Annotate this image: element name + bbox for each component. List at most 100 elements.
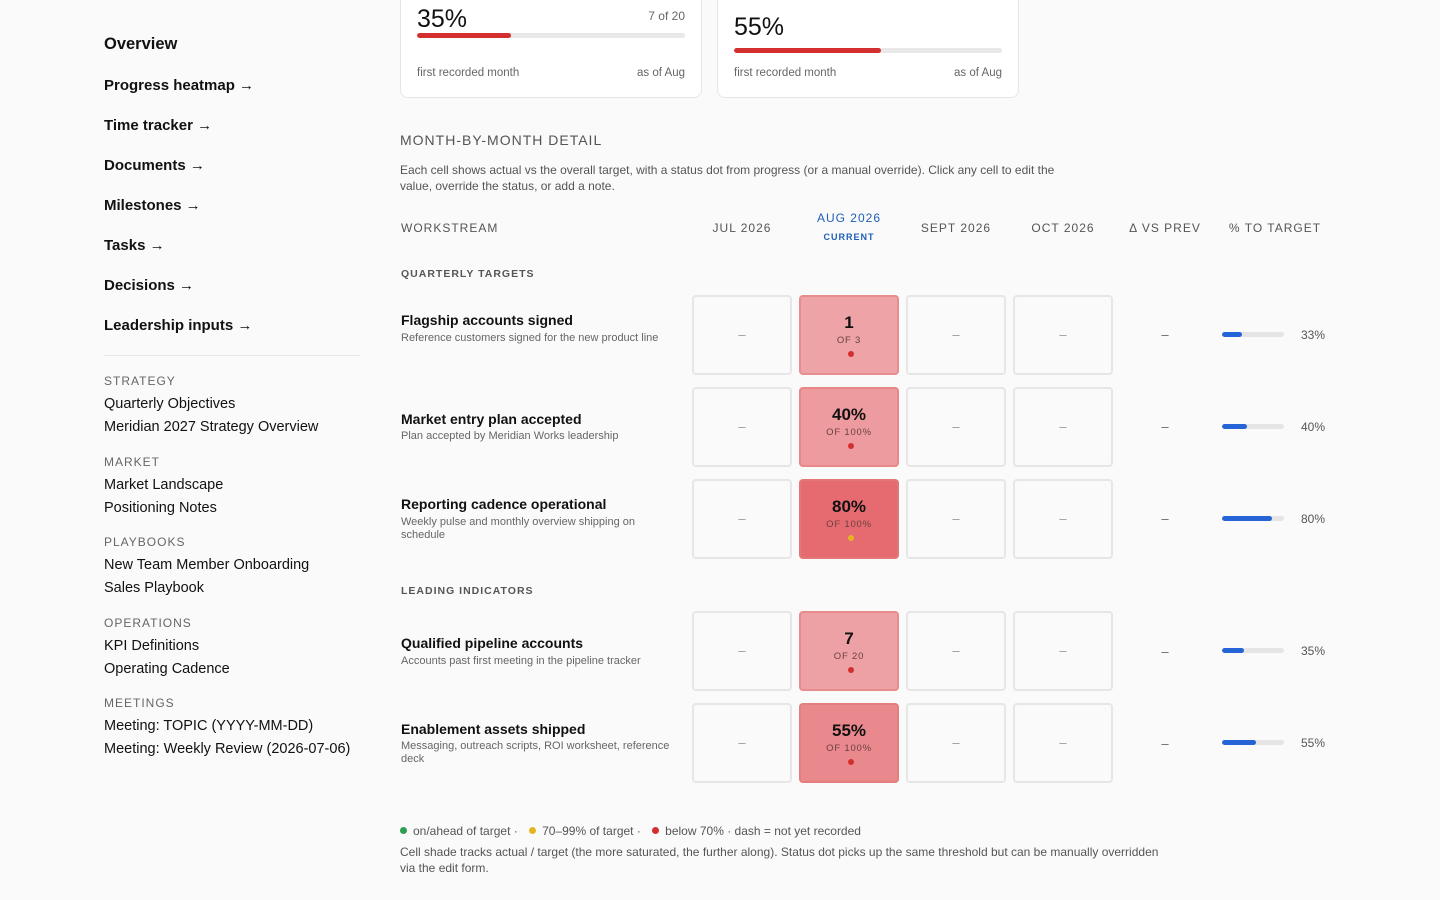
stat-value: 55% <box>734 13 785 41</box>
sidebar-item-operating-cadence[interactable]: Operating Cadence <box>104 661 230 677</box>
cell-oct[interactable]: – <box>1013 479 1113 559</box>
row-title: Reporting cadence operational <box>401 496 607 512</box>
cell-value: 80% <box>831 497 867 516</box>
sidebar-item-market-landscape[interactable]: Market Landscape <box>104 477 224 493</box>
progress-fill <box>1222 516 1272 521</box>
cell-aug[interactable]: 55% OF 100% <box>799 703 899 783</box>
cell-oct[interactable]: – <box>1013 295 1113 375</box>
cell-sept[interactable]: – <box>906 479 1006 559</box>
group-header-leading-indicators: LEADING INDICATORS <box>401 585 534 597</box>
legend-on-target: on/ahead of target · <box>413 824 518 838</box>
nav-time-tracker[interactable]: Time tracker → <box>104 117 213 134</box>
cell-value: 55% <box>831 721 867 740</box>
stat-foot-right: as of Aug <box>637 67 685 79</box>
status-dot <box>848 535 854 541</box>
progress-track <box>1222 332 1284 337</box>
sidebar-item-strategy-overview[interactable]: Meridian 2027 Strategy Overview <box>104 419 319 435</box>
pct-to-target: 80% <box>1301 512 1326 526</box>
cell-target: OF 20 <box>833 651 865 662</box>
row-title: Flagship accounts signed <box>401 312 573 328</box>
stat-progress-bar <box>417 33 685 38</box>
nav-tasks[interactable]: Tasks → <box>104 237 165 254</box>
status-dot <box>848 667 854 673</box>
cell-aug[interactable]: 40% OF 100% <box>799 387 899 467</box>
nav-overview[interactable]: Overview <box>104 35 178 53</box>
cell-target: OF 100% <box>826 743 872 754</box>
cell-jul[interactable]: – <box>692 295 792 375</box>
nav-milestones[interactable]: Milestones → <box>104 197 201 214</box>
col-header-pct: % TO TARGET <box>1228 221 1322 235</box>
progress-track <box>1222 424 1284 429</box>
empty-dash: – <box>738 327 746 342</box>
empty-dash: – <box>738 511 746 526</box>
empty-dash: – <box>952 735 960 750</box>
cell-value: 7 <box>844 629 854 648</box>
cell-aug[interactable]: 1 OF 3 <box>799 295 899 375</box>
empty-dash: – <box>952 327 960 342</box>
progress-track <box>1222 740 1284 745</box>
section-description: Each cell shows actual vs the overall ta… <box>400 163 1055 193</box>
empty-dash: – <box>1059 643 1067 658</box>
empty-dash: – <box>738 735 746 750</box>
progress-fill <box>1222 424 1247 429</box>
row-subtitle: Weekly pulse and monthly overview shippi… <box>401 516 635 541</box>
cell-jul[interactable]: – <box>692 387 792 467</box>
nav-progress-heatmap[interactable]: Progress heatmap → <box>104 77 255 94</box>
progress-track <box>1222 648 1284 653</box>
sidebar-item-quarterly-objectives[interactable]: Quarterly Objectives <box>104 396 236 412</box>
nav-decisions[interactable]: Decisions → <box>104 277 195 294</box>
row-title: Enablement assets shipped <box>401 721 586 737</box>
cell-jul[interactable]: – <box>692 611 792 691</box>
nav-leadership-inputs[interactable]: Leadership inputs → <box>104 317 253 334</box>
col-header-delta: Δ VS PREV <box>1129 221 1201 235</box>
sidebar-item-positioning-notes[interactable]: Positioning Notes <box>104 500 217 516</box>
cell-jul[interactable]: – <box>692 479 792 559</box>
delta-value: – <box>1161 644 1169 659</box>
progress-track <box>1222 516 1284 521</box>
nav-documents[interactable]: Documents → <box>104 157 205 174</box>
cell-jul[interactable]: – <box>692 703 792 783</box>
stat-card: 55% first recorded month as of Aug <box>717 0 1019 98</box>
cell-aug[interactable]: 80% OF 100% <box>799 479 899 559</box>
sidebar-group-strategy: STRATEGY <box>104 374 176 388</box>
status-dot <box>848 759 854 765</box>
sidebar-item-meeting-weekly-review[interactable]: Meeting: Weekly Review (2026-07-06) <box>104 741 351 757</box>
empty-dash: – <box>952 419 960 434</box>
cell-oct[interactable]: – <box>1013 387 1113 467</box>
cell-sept[interactable]: – <box>906 295 1006 375</box>
stat-value: 35% <box>417 5 468 33</box>
progress-fill <box>1222 740 1257 745</box>
stat-card: 35% 7 of 20 first recorded month as of A… <box>400 0 702 98</box>
cell-sept[interactable]: – <box>906 703 1006 783</box>
sidebar-group-operations: OPERATIONS <box>104 616 192 630</box>
sidebar-item-sales-playbook[interactable]: Sales Playbook <box>104 580 204 596</box>
cell-value: 1 <box>844 313 854 332</box>
stat-foot-left: first recorded month <box>417 67 520 79</box>
sidebar-item-meeting-template[interactable]: Meeting: TOPIC (YYYY-MM-DD) <box>104 718 314 734</box>
pct-to-target: 55% <box>1301 736 1326 750</box>
cell-sept[interactable]: – <box>906 387 1006 467</box>
legend-near-target: 70–99% of target · <box>542 824 641 838</box>
cell-aug[interactable]: 7 OF 20 <box>799 611 899 691</box>
empty-dash: – <box>1059 419 1067 434</box>
empty-dash: – <box>738 419 746 434</box>
cell-oct[interactable]: – <box>1013 703 1113 783</box>
legend-dot-on-target <box>400 827 407 834</box>
legend-footnote: Cell shade tracks actual / target (the m… <box>400 845 1159 875</box>
sidebar-group-playbooks: PLAYBOOKS <box>104 535 186 549</box>
sidebar-item-kpi-definitions[interactable]: KPI Definitions <box>104 638 200 654</box>
delta-value: – <box>1161 419 1169 434</box>
row-title: Market entry plan accepted <box>401 411 582 427</box>
sidebar-divider <box>104 355 360 356</box>
col-header-aug: AUG 2026 <box>816 211 882 225</box>
cell-sept[interactable]: – <box>906 611 1006 691</box>
cell-oct[interactable]: – <box>1013 611 1113 691</box>
col-header-workstream: WORKSTREAM <box>401 221 499 235</box>
cell-value: 40% <box>831 405 867 424</box>
empty-dash: – <box>1059 735 1067 750</box>
empty-dash: – <box>952 643 960 658</box>
stat-progress-bar <box>734 48 1002 53</box>
sidebar-item-onboarding[interactable]: New Team Member Onboarding <box>104 557 310 573</box>
pct-to-target: 40% <box>1301 420 1326 434</box>
cell-target: OF 100% <box>826 427 872 438</box>
